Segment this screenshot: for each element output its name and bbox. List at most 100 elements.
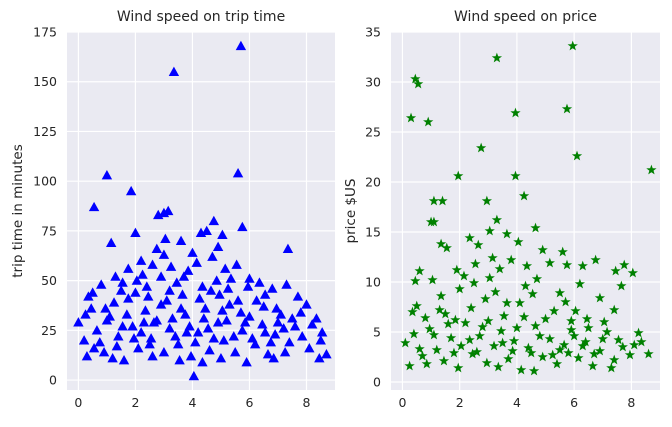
y-tick-label: 10 — [365, 275, 381, 290]
data-point-triangle — [311, 313, 322, 323]
data-point-star — [427, 274, 438, 285]
data-point-star — [587, 360, 598, 371]
data-point-star — [574, 278, 586, 289]
data-point-star — [420, 312, 431, 323]
data-point-star — [540, 313, 551, 324]
data-point-triangle — [86, 303, 97, 313]
data-point-triangle — [158, 249, 170, 259]
data-point-triangle — [297, 331, 308, 341]
data-point-star — [460, 317, 471, 328]
data-point-star — [501, 228, 513, 239]
data-point-triangle — [218, 335, 230, 345]
data-point-star — [440, 308, 451, 319]
chart-title: Wind speed on price — [454, 9, 597, 25]
data-point-star — [484, 225, 495, 236]
data-point-triangle — [254, 277, 265, 287]
data-point-star — [544, 333, 555, 344]
y-tick-label: 50 — [41, 273, 57, 288]
data-point-star — [629, 339, 640, 350]
markers — [400, 40, 657, 376]
data-point-triangle — [168, 66, 180, 76]
data-point-star — [491, 52, 503, 63]
data-point-star — [441, 242, 452, 253]
data-point-star — [506, 254, 517, 265]
x-tick-label: 2 — [456, 395, 464, 410]
data-point-star — [537, 351, 548, 362]
data-point-triangle — [105, 237, 117, 247]
data-point-triangle — [212, 317, 224, 327]
data-point-triangle — [197, 281, 208, 291]
y-tick-label: 25 — [365, 125, 381, 140]
data-point-star — [599, 316, 610, 327]
data-point-star — [454, 283, 465, 294]
data-point-star — [404, 360, 415, 371]
data-point-triangle — [220, 263, 231, 273]
data-point-triangle — [249, 339, 261, 349]
data-point-star — [557, 246, 568, 257]
data-point-star — [435, 290, 447, 301]
data-point-triangle — [164, 285, 175, 295]
markers — [73, 40, 332, 381]
data-point-triangle — [194, 293, 205, 303]
data-point-star — [551, 358, 563, 369]
data-point-triangle — [244, 273, 255, 283]
data-point-star — [583, 322, 594, 333]
y-tick-label: 75 — [41, 223, 57, 238]
data-point-triangle — [123, 293, 134, 303]
data-point-star — [474, 330, 485, 341]
data-point-star — [563, 347, 574, 358]
data-point-triangle — [158, 347, 170, 357]
chart-title: Wind speed on trip time — [117, 9, 285, 25]
data-point-triangle — [115, 285, 127, 295]
data-point-star — [428, 195, 440, 206]
data-point-triangle — [167, 313, 178, 323]
data-point-triangle — [265, 337, 277, 347]
data-point-triangle — [161, 295, 172, 305]
data-point-star — [609, 354, 620, 365]
data-point-triangle — [321, 349, 332, 359]
data-point-star — [503, 353, 514, 364]
data-point-star — [414, 265, 425, 276]
data-point-triangle — [284, 337, 295, 347]
data-point-triangle — [314, 352, 325, 363]
data-point-triangle — [235, 40, 247, 51]
y-tick-label: 100 — [33, 174, 57, 189]
data-point-star — [423, 116, 434, 127]
data-point-triangle — [101, 170, 113, 180]
data-point-triangle — [170, 331, 181, 341]
data-point-star — [537, 244, 548, 255]
data-point-triangle — [228, 331, 239, 341]
data-point-triangle — [88, 201, 100, 212]
data-point-triangle — [81, 350, 93, 361]
data-point-star — [490, 286, 501, 297]
data-point-star — [508, 335, 520, 346]
data-point-star — [566, 324, 577, 335]
data-point-triangle — [80, 309, 91, 319]
data-point-star — [476, 142, 487, 153]
data-point-triangle — [241, 356, 252, 367]
data-point-star — [560, 296, 571, 307]
data-point-star — [577, 340, 588, 351]
data-point-triangle — [140, 305, 151, 315]
data-point-star — [643, 348, 654, 359]
data-point-triangle — [224, 299, 235, 309]
data-point-triangle — [113, 331, 124, 341]
data-point-star — [511, 322, 523, 333]
data-point-star — [480, 293, 491, 304]
data-point-triangle — [137, 269, 148, 279]
data-point-star — [443, 318, 454, 329]
data-point-star — [453, 362, 464, 373]
data-point-star — [544, 257, 555, 268]
x-tick-label: 8 — [303, 395, 311, 410]
data-point-star — [520, 280, 531, 291]
data-point-star — [421, 358, 432, 369]
data-point-star — [481, 195, 492, 206]
chart-trip-time: 0 2 4 6 8 0 25 50 75 100 125 150 175 Wind speed on tr… — [10, 9, 335, 410]
y-tick-label: 125 — [33, 124, 57, 139]
data-point-triangle — [232, 168, 244, 178]
data-point-triangle — [172, 339, 184, 349]
data-point-triangle — [158, 207, 170, 218]
data-point-star — [487, 252, 498, 263]
data-point-star — [609, 304, 620, 315]
data-point-triangle — [91, 325, 103, 335]
